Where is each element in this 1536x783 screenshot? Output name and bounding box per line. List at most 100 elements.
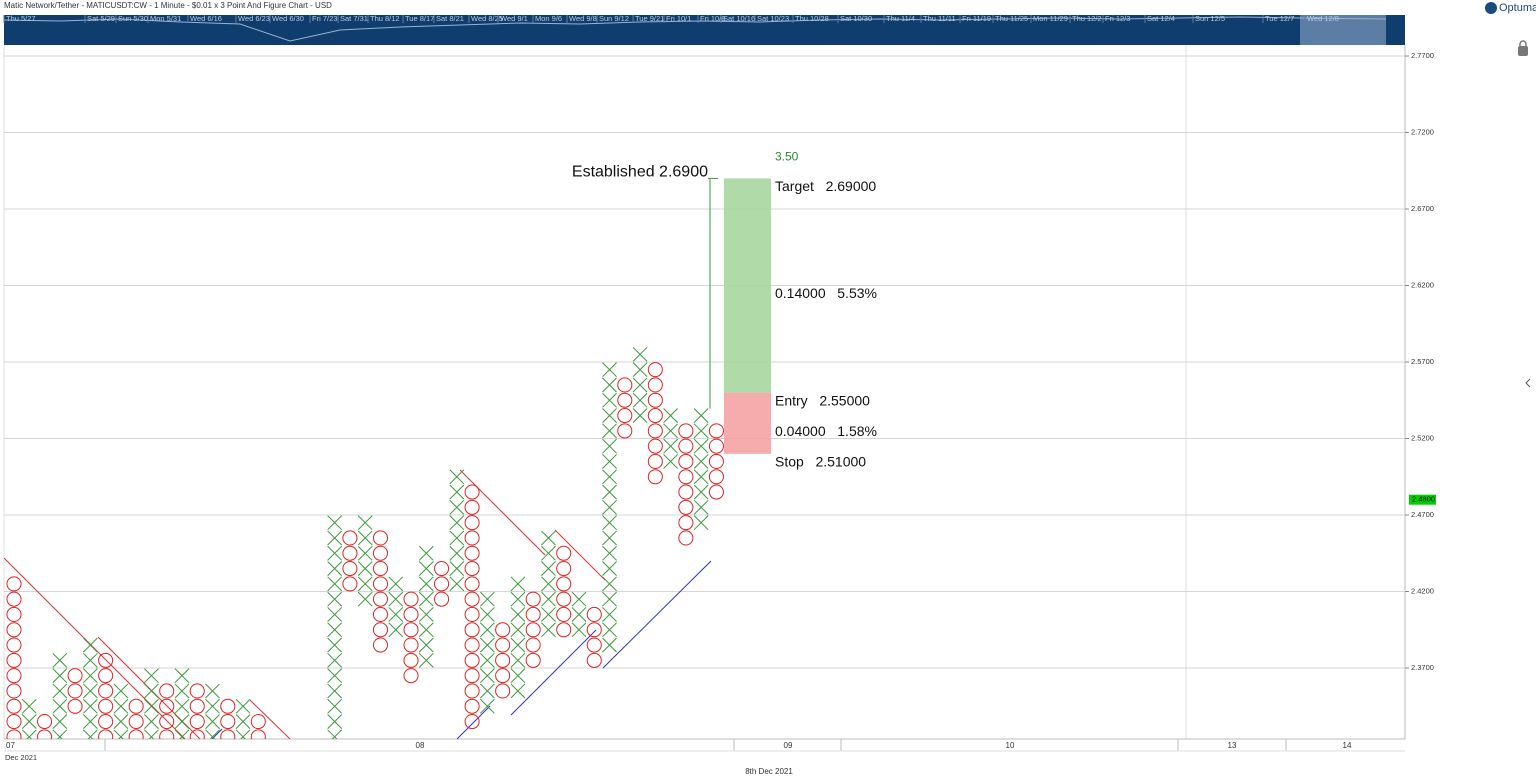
- lock-shackle: [1519, 40, 1527, 47]
- o-box: [342, 576, 358, 592]
- x-box: [327, 561, 343, 576]
- o-box: [98, 668, 114, 684]
- o-box: [189, 683, 205, 699]
- x-box: [663, 438, 679, 454]
- navigator-label: Thu 10/28: [795, 14, 829, 23]
- column: [67, 668, 83, 714]
- reward-label: 0.14000 5.53%: [775, 285, 877, 301]
- navigator[interactable]: [4, 15, 1405, 45]
- support-line: [510, 629, 597, 716]
- o-box: [67, 698, 83, 714]
- x-box: [21, 729, 37, 739]
- y-tick-label: 2.5200: [1411, 433, 1434, 442]
- stop-label: Stop 2.51000: [775, 454, 866, 470]
- grid: 2.3700 2.4200 2.4700 2.5200 2.5700 2.6200 2.67…: [4, 51, 1434, 672]
- x-box: [602, 576, 617, 592]
- o-box: [647, 438, 663, 454]
- x-box: [602, 392, 617, 408]
- navigator-label: Thu 12/2: [1072, 14, 1102, 23]
- x-box: [327, 652, 343, 668]
- target-label: Target 2.69000: [775, 178, 876, 194]
- x-box: [327, 729, 343, 739]
- trade-box[interactable]: Established 2.6900 3.50 Target 2.69000 0.14…: [572, 150, 877, 470]
- o-box: [647, 408, 663, 424]
- x-box: [82, 714, 98, 729]
- column: [586, 606, 602, 668]
- column: [342, 530, 358, 592]
- navigator-label: Mon 5/31: [150, 14, 181, 23]
- x-box: [418, 622, 434, 638]
- x-box: [602, 454, 617, 469]
- lock-icon[interactable]: [1518, 46, 1528, 56]
- column: [220, 698, 236, 739]
- x-tick-label: 07: [6, 741, 15, 750]
- navigator-label: Sat 10/30: [840, 14, 872, 23]
- column: [510, 576, 526, 699]
- o-box: [67, 683, 83, 699]
- navigator-label: Fri 11/19: [962, 14, 991, 23]
- o-box: [464, 576, 480, 592]
- o-box: [586, 637, 602, 653]
- x-box: [357, 561, 373, 576]
- x-box: [388, 607, 404, 622]
- x-box: [602, 499, 617, 515]
- x-box: [479, 591, 495, 607]
- o-box: [189, 698, 205, 714]
- x-box: [479, 683, 495, 699]
- navigator-label: Mon 11/29: [1033, 14, 1068, 23]
- support-line: [456, 705, 491, 739]
- o-box: [464, 530, 480, 546]
- x-box: [571, 622, 587, 638]
- x-box: [21, 698, 37, 714]
- o-box: [647, 469, 663, 485]
- y-tick-label: 2.4700: [1411, 510, 1434, 519]
- o-box: [159, 729, 175, 739]
- o-box: [98, 698, 114, 714]
- x-box: [510, 683, 526, 699]
- column: [235, 698, 251, 739]
- o-box: [556, 545, 572, 561]
- x-box: [632, 408, 648, 423]
- x-box: [205, 683, 220, 699]
- x-box: [82, 683, 98, 699]
- x-box: [541, 561, 556, 576]
- o-box: [159, 714, 175, 730]
- logo-text: Optuma: [1499, 2, 1536, 14]
- x-box: [602, 423, 617, 439]
- logo[interactable]: Optuma: [1485, 2, 1536, 14]
- x-box: [327, 545, 343, 561]
- x-box: [693, 438, 709, 454]
- x-box: [327, 607, 343, 622]
- o-box: [6, 698, 22, 714]
- navigator-labels: Thu 5/27 Sat 5/29 Sun 5/30 Mon 5/31 Wed 6/16…: [3, 14, 1339, 23]
- support-line: [602, 560, 712, 669]
- o-box: [464, 545, 480, 561]
- x-box: [52, 714, 68, 729]
- column: [617, 377, 633, 439]
- x-axis-month: Dec 2021: [5, 753, 37, 762]
- collapse-arrow[interactable]: [1525, 378, 1531, 388]
- o-box: [464, 622, 480, 638]
- o-box: [464, 591, 480, 607]
- navigator-window[interactable]: [1300, 15, 1386, 45]
- o-box: [67, 668, 83, 684]
- y-tick-label: 2.3700: [1411, 663, 1434, 672]
- x-box: [663, 454, 679, 469]
- o-box: [708, 423, 724, 439]
- column: [388, 576, 404, 638]
- x-box: [113, 729, 129, 739]
- column: [128, 698, 144, 739]
- o-box: [556, 622, 572, 638]
- x-box: [388, 591, 404, 607]
- column: [541, 530, 556, 638]
- x-tick-label: 09: [784, 741, 793, 750]
- navigator-label: Tue 8/17: [405, 14, 434, 23]
- o-box: [678, 530, 694, 546]
- o-box: [372, 606, 389, 622]
- o-box: [372, 530, 389, 546]
- o-box: [647, 392, 663, 408]
- navigator-label: Sun 9/12: [599, 14, 629, 23]
- o-box: [189, 714, 205, 730]
- o-box: [6, 622, 22, 638]
- o-box: [647, 377, 663, 393]
